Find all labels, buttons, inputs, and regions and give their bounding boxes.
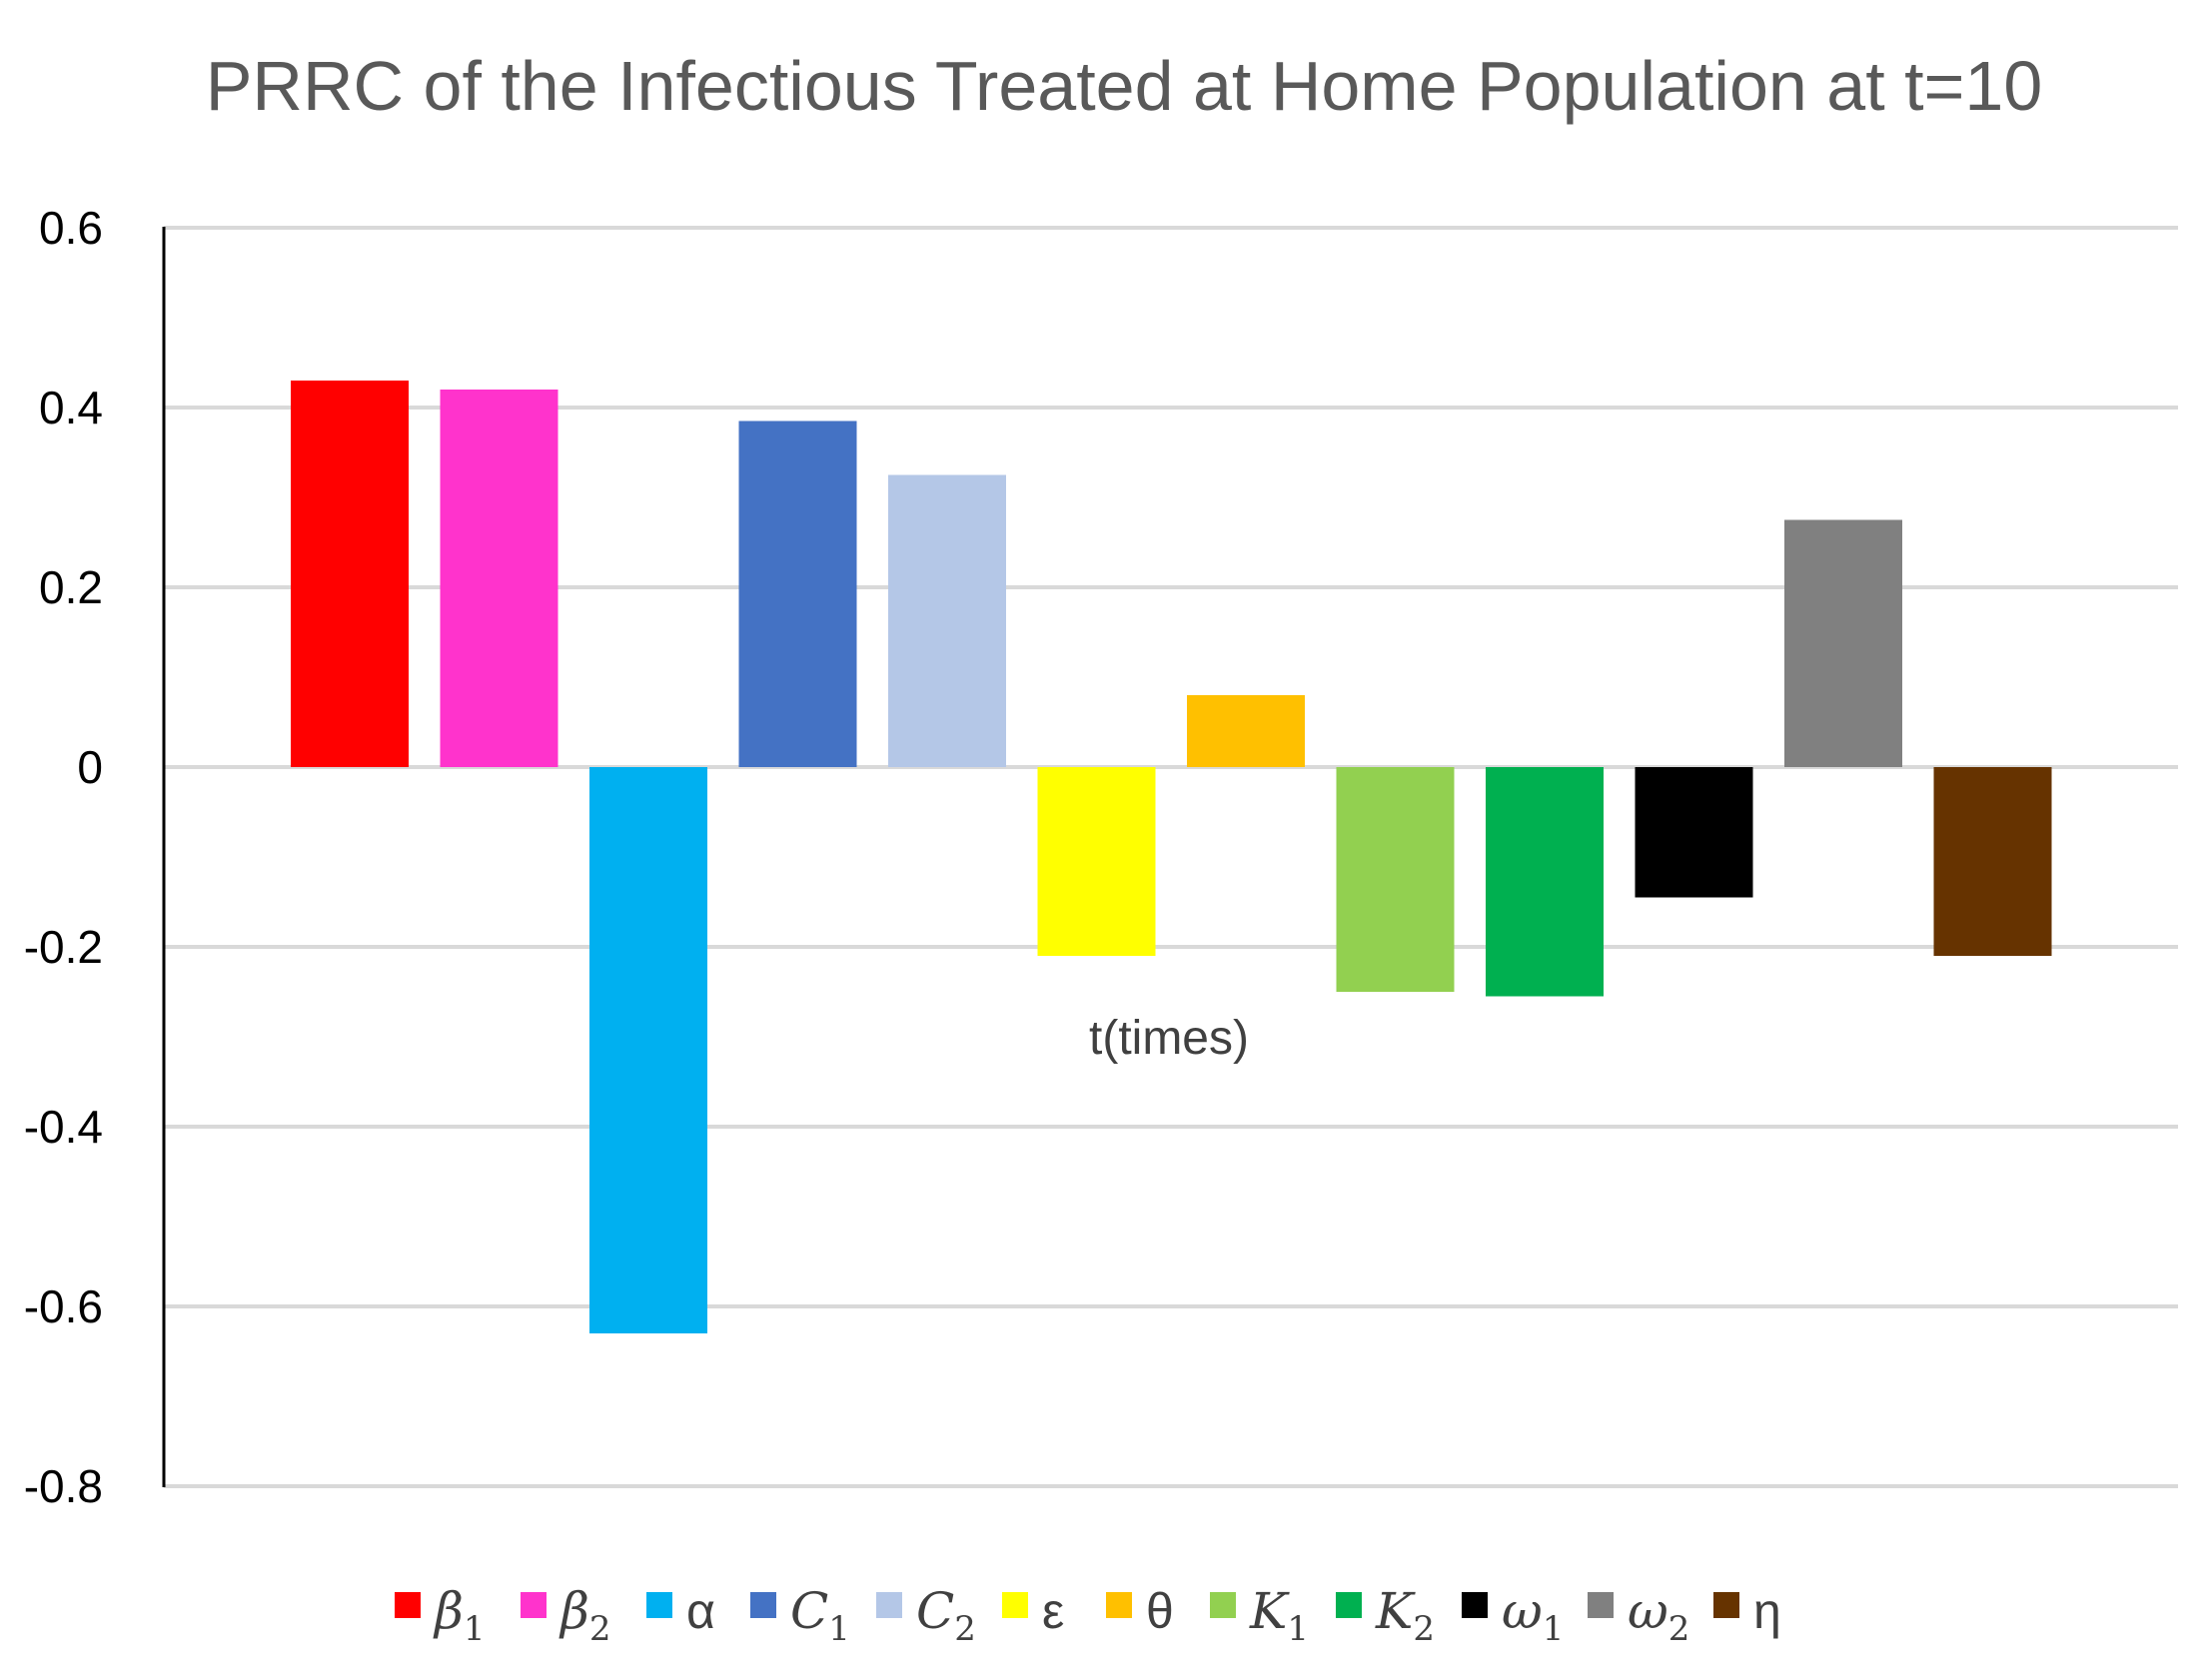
bar-K1 bbox=[1337, 767, 1455, 992]
legend-label: θ bbox=[1146, 1583, 1174, 1639]
bar-η bbox=[1934, 767, 2052, 956]
legend-item-α: α bbox=[646, 1583, 715, 1639]
legend-label: ε bbox=[1042, 1583, 1064, 1639]
bar-ε bbox=[1038, 767, 1156, 956]
y-tick-label: 0.4 bbox=[39, 382, 103, 433]
legend: β1 β2 α C1 C2 ε θ K1 K2 ω1 ω2 η bbox=[395, 1582, 1781, 1649]
chart-canvas: PRRC of the Infectious Treated at Home P… bbox=[0, 0, 2212, 1680]
legend-item-ω2: ω2 bbox=[1588, 1582, 1689, 1649]
y-tick-label: 0 bbox=[77, 741, 103, 793]
bar-β2 bbox=[441, 390, 558, 767]
y-tick-label: -0.2 bbox=[24, 921, 103, 973]
legend-swatch bbox=[1462, 1592, 1488, 1618]
legend-swatch bbox=[1002, 1592, 1028, 1618]
y-axis-tick-labels: 0.6 0.4 0.2 0 -0.2 -0.4 -0.6 -0.8 bbox=[24, 202, 103, 1512]
legend-swatch bbox=[646, 1592, 672, 1618]
legend-item-C1: C1 bbox=[750, 1582, 850, 1649]
legend-label: η bbox=[1753, 1583, 1781, 1639]
legend-swatch bbox=[521, 1592, 547, 1618]
chart-title: PRRC of the Infectious Treated at Home P… bbox=[206, 47, 2043, 125]
legend-label: C1 bbox=[790, 1582, 850, 1649]
legend-item-ω1: ω1 bbox=[1462, 1582, 1564, 1649]
y-tick-label: -0.8 bbox=[24, 1460, 103, 1512]
legend-item-β1: β1 bbox=[395, 1582, 486, 1649]
bars bbox=[291, 381, 2052, 1333]
legend-swatch bbox=[1106, 1592, 1132, 1618]
legend-swatch bbox=[395, 1592, 421, 1618]
bar-β1 bbox=[291, 381, 409, 767]
legend-label: ω2 bbox=[1628, 1582, 1689, 1649]
bar-α bbox=[589, 767, 707, 1333]
bar-ω2 bbox=[1784, 520, 1902, 768]
y-tick-label: 0.2 bbox=[39, 561, 103, 613]
legend-item-K1: K1 bbox=[1210, 1582, 1309, 1649]
legend-label: β1 bbox=[433, 1582, 486, 1649]
bar-K2 bbox=[1486, 767, 1604, 997]
legend-swatch bbox=[876, 1592, 902, 1618]
legend-label: ω1 bbox=[1502, 1582, 1564, 1649]
legend-item-η: η bbox=[1713, 1583, 1781, 1639]
legend-item-θ: θ bbox=[1106, 1583, 1174, 1639]
legend-swatch bbox=[1713, 1592, 1739, 1618]
legend-swatch bbox=[750, 1592, 776, 1618]
y-tick-label: -0.6 bbox=[24, 1280, 103, 1332]
legend-item-C2: C2 bbox=[876, 1582, 976, 1649]
legend-item-ε: ε bbox=[1002, 1583, 1064, 1639]
legend-swatch bbox=[1588, 1592, 1614, 1618]
legend-label: α bbox=[686, 1583, 715, 1639]
legend-label: C2 bbox=[916, 1582, 976, 1649]
legend-label: K1 bbox=[1249, 1582, 1309, 1649]
y-tick-label: 0.6 bbox=[39, 202, 103, 254]
legend-label: β2 bbox=[558, 1582, 611, 1649]
legend-label: K2 bbox=[1375, 1582, 1435, 1649]
bar-ω1 bbox=[1636, 767, 1753, 898]
bar-C1 bbox=[739, 421, 857, 768]
legend-swatch bbox=[1336, 1592, 1362, 1618]
y-tick-label: -0.4 bbox=[24, 1101, 103, 1153]
bar-C2 bbox=[888, 475, 1006, 768]
legend-item-K2: K2 bbox=[1336, 1582, 1435, 1649]
bar-θ bbox=[1187, 695, 1305, 767]
x-axis-label: t(times) bbox=[1089, 1012, 1249, 1065]
legend-item-β2: β2 bbox=[521, 1582, 611, 1649]
legend-swatch bbox=[1210, 1592, 1236, 1618]
